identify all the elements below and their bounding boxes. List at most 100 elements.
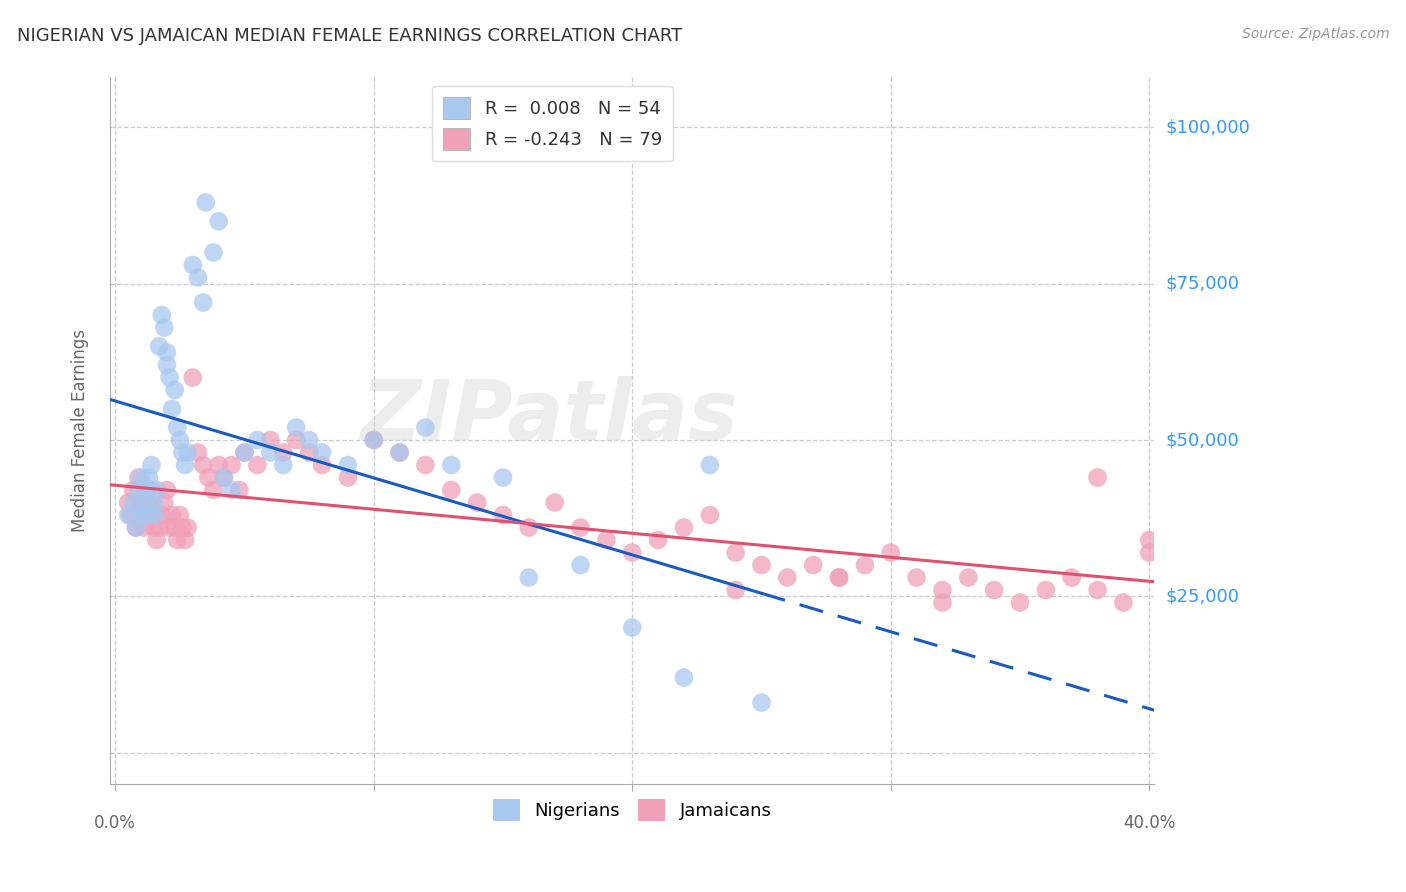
Point xyxy=(271,445,294,459)
Text: $25,000: $25,000 xyxy=(1166,587,1240,606)
Point xyxy=(150,308,173,322)
Point xyxy=(751,558,773,572)
Point xyxy=(544,495,567,509)
Point xyxy=(1137,533,1160,547)
Point xyxy=(285,420,308,434)
Point xyxy=(388,445,411,459)
Point xyxy=(298,433,321,447)
Point xyxy=(415,458,437,472)
Point xyxy=(148,339,170,353)
Point xyxy=(194,195,217,210)
Text: 40.0%: 40.0% xyxy=(1123,814,1175,832)
Point xyxy=(880,545,903,559)
Point xyxy=(163,520,186,534)
Point xyxy=(160,508,183,522)
Point xyxy=(208,458,231,472)
Point xyxy=(166,533,188,547)
Point xyxy=(246,433,269,447)
Point xyxy=(1137,545,1160,559)
Point xyxy=(853,558,876,572)
Point xyxy=(135,508,157,522)
Point xyxy=(176,445,198,459)
Point xyxy=(776,570,799,584)
Point xyxy=(117,508,139,522)
Point xyxy=(129,508,152,522)
Point xyxy=(148,520,170,534)
Point xyxy=(440,483,463,497)
Point xyxy=(336,458,359,472)
Point xyxy=(187,445,209,459)
Point xyxy=(122,495,145,509)
Point xyxy=(492,508,515,522)
Point xyxy=(931,596,953,610)
Point xyxy=(1060,570,1083,584)
Point xyxy=(517,570,540,584)
Point xyxy=(141,458,163,472)
Point xyxy=(156,345,179,359)
Point xyxy=(672,520,695,534)
Point xyxy=(120,508,142,522)
Point xyxy=(828,570,851,584)
Point xyxy=(143,520,166,534)
Point xyxy=(595,533,617,547)
Point xyxy=(957,570,980,584)
Point xyxy=(125,520,148,534)
Point xyxy=(117,495,139,509)
Point xyxy=(751,696,773,710)
Point xyxy=(135,508,157,522)
Point xyxy=(156,483,179,497)
Point xyxy=(191,295,214,310)
Point xyxy=(160,401,183,416)
Point xyxy=(440,458,463,472)
Y-axis label: Median Female Earnings: Median Female Earnings xyxy=(72,329,89,533)
Point xyxy=(169,508,191,522)
Point xyxy=(141,483,163,497)
Text: $100,000: $100,000 xyxy=(1166,119,1250,136)
Point xyxy=(202,245,225,260)
Point xyxy=(724,582,747,597)
Point xyxy=(143,495,166,509)
Point xyxy=(285,433,308,447)
Point xyxy=(129,495,152,509)
Point xyxy=(197,470,219,484)
Point xyxy=(150,508,173,522)
Point xyxy=(153,320,176,334)
Point xyxy=(621,545,644,559)
Point xyxy=(336,470,359,484)
Point xyxy=(465,495,488,509)
Point xyxy=(138,470,160,484)
Point xyxy=(153,495,176,509)
Point xyxy=(191,458,214,472)
Point xyxy=(699,508,721,522)
Text: Source: ZipAtlas.com: Source: ZipAtlas.com xyxy=(1241,27,1389,41)
Point xyxy=(699,458,721,472)
Point xyxy=(311,445,333,459)
Point xyxy=(221,458,243,472)
Point xyxy=(233,445,256,459)
Point xyxy=(569,558,592,572)
Point xyxy=(129,508,152,522)
Point xyxy=(647,533,669,547)
Text: 0.0%: 0.0% xyxy=(94,814,136,832)
Point xyxy=(233,445,256,459)
Point xyxy=(181,258,204,272)
Point xyxy=(187,270,209,285)
Point xyxy=(174,533,197,547)
Point xyxy=(132,495,155,509)
Text: $75,000: $75,000 xyxy=(1166,275,1240,293)
Point xyxy=(363,433,385,447)
Point xyxy=(1087,582,1109,597)
Point xyxy=(363,433,385,447)
Point xyxy=(1008,596,1031,610)
Point xyxy=(246,458,269,472)
Point xyxy=(259,445,281,459)
Point xyxy=(181,370,204,384)
Point xyxy=(212,470,235,484)
Text: NIGERIAN VS JAMAICAN MEDIAN FEMALE EARNINGS CORRELATION CHART: NIGERIAN VS JAMAICAN MEDIAN FEMALE EARNI… xyxy=(17,27,682,45)
Point xyxy=(176,520,198,534)
Point xyxy=(169,433,191,447)
Point xyxy=(298,445,321,459)
Point xyxy=(212,470,235,484)
Point xyxy=(143,508,166,522)
Point xyxy=(145,533,167,547)
